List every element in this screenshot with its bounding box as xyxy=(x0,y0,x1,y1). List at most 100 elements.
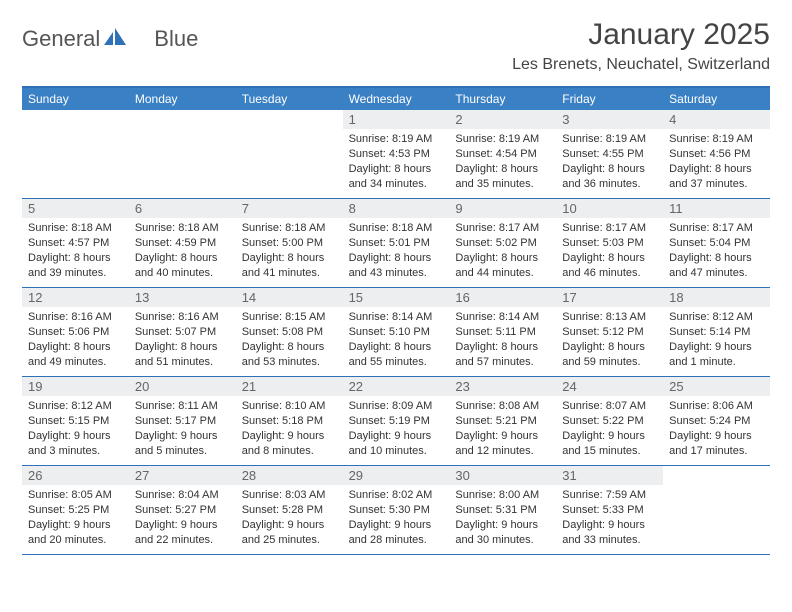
sunrise-text: Sunrise: 8:18 AM xyxy=(135,221,230,236)
day-details: Sunrise: 8:19 AMSunset: 4:54 PMDaylight:… xyxy=(449,129,556,197)
day-number: 30 xyxy=(449,466,556,485)
day-details: Sunrise: 8:19 AMSunset: 4:56 PMDaylight:… xyxy=(663,129,770,197)
dow-friday: Friday xyxy=(556,88,663,110)
sunset-text: Sunset: 4:54 PM xyxy=(455,147,550,162)
week-row: 5Sunrise: 8:18 AMSunset: 4:57 PMDaylight… xyxy=(22,199,770,288)
daylight-text: Daylight: 8 hours and 41 minutes. xyxy=(242,251,337,281)
brand-word1: General xyxy=(22,26,100,52)
sunrise-text: Sunrise: 8:05 AM xyxy=(28,488,123,503)
sunset-text: Sunset: 5:07 PM xyxy=(135,325,230,340)
day-cell: 20Sunrise: 8:11 AMSunset: 5:17 PMDayligh… xyxy=(129,377,236,465)
day-cell: 28Sunrise: 8:03 AMSunset: 5:28 PMDayligh… xyxy=(236,466,343,554)
day-cell: 8Sunrise: 8:18 AMSunset: 5:01 PMDaylight… xyxy=(343,199,450,287)
sunset-text: Sunset: 5:19 PM xyxy=(349,414,444,429)
sunrise-text: Sunrise: 8:10 AM xyxy=(242,399,337,414)
sunrise-text: Sunrise: 8:11 AM xyxy=(135,399,230,414)
sunset-text: Sunset: 5:30 PM xyxy=(349,503,444,518)
sunrise-text: Sunrise: 8:17 AM xyxy=(669,221,764,236)
day-cell xyxy=(236,110,343,198)
daylight-text: Daylight: 8 hours and 40 minutes. xyxy=(135,251,230,281)
day-cell: 26Sunrise: 8:05 AMSunset: 5:25 PMDayligh… xyxy=(22,466,129,554)
day-cell: 12Sunrise: 8:16 AMSunset: 5:06 PMDayligh… xyxy=(22,288,129,376)
day-details: Sunrise: 8:12 AMSunset: 5:15 PMDaylight:… xyxy=(22,396,129,464)
sunrise-text: Sunrise: 8:12 AM xyxy=(669,310,764,325)
day-cell xyxy=(663,466,770,554)
day-details: Sunrise: 7:59 AMSunset: 5:33 PMDaylight:… xyxy=(556,485,663,553)
sunrise-text: Sunrise: 8:00 AM xyxy=(455,488,550,503)
sunset-text: Sunset: 5:10 PM xyxy=(349,325,444,340)
sunset-text: Sunset: 5:11 PM xyxy=(455,325,550,340)
daylight-text: Daylight: 9 hours and 20 minutes. xyxy=(28,518,123,548)
sunrise-text: Sunrise: 8:08 AM xyxy=(455,399,550,414)
sunrise-text: Sunrise: 8:04 AM xyxy=(135,488,230,503)
sunset-text: Sunset: 5:00 PM xyxy=(242,236,337,251)
week-row: 1Sunrise: 8:19 AMSunset: 4:53 PMDaylight… xyxy=(22,110,770,199)
day-number: 8 xyxy=(343,199,450,218)
sunset-text: Sunset: 4:57 PM xyxy=(28,236,123,251)
sunset-text: Sunset: 5:17 PM xyxy=(135,414,230,429)
daylight-text: Daylight: 9 hours and 30 minutes. xyxy=(455,518,550,548)
page-header: General Blue January 2025 Les Brenets, N… xyxy=(22,18,770,74)
week-row: 12Sunrise: 8:16 AMSunset: 5:06 PMDayligh… xyxy=(22,288,770,377)
day-details: Sunrise: 8:18 AMSunset: 5:01 PMDaylight:… xyxy=(343,218,450,286)
day-cell: 25Sunrise: 8:06 AMSunset: 5:24 PMDayligh… xyxy=(663,377,770,465)
sunrise-text: Sunrise: 8:17 AM xyxy=(455,221,550,236)
day-cell: 9Sunrise: 8:17 AMSunset: 5:02 PMDaylight… xyxy=(449,199,556,287)
sunrise-text: Sunrise: 8:18 AM xyxy=(242,221,337,236)
daylight-text: Daylight: 8 hours and 49 minutes. xyxy=(28,340,123,370)
sunset-text: Sunset: 5:01 PM xyxy=(349,236,444,251)
sunrise-text: Sunrise: 8:18 AM xyxy=(28,221,123,236)
sunrise-text: Sunrise: 8:06 AM xyxy=(669,399,764,414)
day-cell: 3Sunrise: 8:19 AMSunset: 4:55 PMDaylight… xyxy=(556,110,663,198)
day-number xyxy=(236,110,343,114)
day-cell: 1Sunrise: 8:19 AMSunset: 4:53 PMDaylight… xyxy=(343,110,450,198)
day-details: Sunrise: 8:16 AMSunset: 5:06 PMDaylight:… xyxy=(22,307,129,375)
daylight-text: Daylight: 9 hours and 10 minutes. xyxy=(349,429,444,459)
day-number: 20 xyxy=(129,377,236,396)
day-cell: 14Sunrise: 8:15 AMSunset: 5:08 PMDayligh… xyxy=(236,288,343,376)
sunset-text: Sunset: 4:53 PM xyxy=(349,147,444,162)
calendar-page: General Blue January 2025 Les Brenets, N… xyxy=(0,0,792,573)
location-text: Les Brenets, Neuchatel, Switzerland xyxy=(512,56,770,74)
day-number: 23 xyxy=(449,377,556,396)
sunrise-text: Sunrise: 8:17 AM xyxy=(562,221,657,236)
day-number: 25 xyxy=(663,377,770,396)
day-cell: 15Sunrise: 8:14 AMSunset: 5:10 PMDayligh… xyxy=(343,288,450,376)
daylight-text: Daylight: 8 hours and 44 minutes. xyxy=(455,251,550,281)
sunset-text: Sunset: 5:31 PM xyxy=(455,503,550,518)
dow-tuesday: Tuesday xyxy=(236,88,343,110)
daylight-text: Daylight: 8 hours and 46 minutes. xyxy=(562,251,657,281)
day-details: Sunrise: 8:07 AMSunset: 5:22 PMDaylight:… xyxy=(556,396,663,464)
day-details: Sunrise: 8:10 AMSunset: 5:18 PMDaylight:… xyxy=(236,396,343,464)
daylight-text: Daylight: 8 hours and 57 minutes. xyxy=(455,340,550,370)
day-cell xyxy=(129,110,236,198)
sunrise-text: Sunrise: 8:19 AM xyxy=(455,132,550,147)
day-cell: 23Sunrise: 8:08 AMSunset: 5:21 PMDayligh… xyxy=(449,377,556,465)
week-row: 19Sunrise: 8:12 AMSunset: 5:15 PMDayligh… xyxy=(22,377,770,466)
daylight-text: Daylight: 9 hours and 12 minutes. xyxy=(455,429,550,459)
day-number: 3 xyxy=(556,110,663,129)
daylight-text: Daylight: 8 hours and 59 minutes. xyxy=(562,340,657,370)
day-cell: 18Sunrise: 8:12 AMSunset: 5:14 PMDayligh… xyxy=(663,288,770,376)
day-number: 15 xyxy=(343,288,450,307)
day-details: Sunrise: 8:18 AMSunset: 4:59 PMDaylight:… xyxy=(129,218,236,286)
daylight-text: Daylight: 8 hours and 34 minutes. xyxy=(349,162,444,192)
day-details: Sunrise: 8:11 AMSunset: 5:17 PMDaylight:… xyxy=(129,396,236,464)
day-cell: 27Sunrise: 8:04 AMSunset: 5:27 PMDayligh… xyxy=(129,466,236,554)
day-details: Sunrise: 8:00 AMSunset: 5:31 PMDaylight:… xyxy=(449,485,556,553)
sunrise-text: Sunrise: 8:16 AM xyxy=(28,310,123,325)
day-number: 12 xyxy=(22,288,129,307)
title-block: January 2025 Les Brenets, Neuchatel, Swi… xyxy=(512,18,770,74)
day-details: Sunrise: 8:18 AMSunset: 5:00 PMDaylight:… xyxy=(236,218,343,286)
day-details: Sunrise: 8:02 AMSunset: 5:30 PMDaylight:… xyxy=(343,485,450,553)
daylight-text: Daylight: 9 hours and 1 minute. xyxy=(669,340,764,370)
day-details: Sunrise: 8:09 AMSunset: 5:19 PMDaylight:… xyxy=(343,396,450,464)
day-cell: 24Sunrise: 8:07 AMSunset: 5:22 PMDayligh… xyxy=(556,377,663,465)
sunset-text: Sunset: 5:22 PM xyxy=(562,414,657,429)
day-cell: 2Sunrise: 8:19 AMSunset: 4:54 PMDaylight… xyxy=(449,110,556,198)
day-cell: 17Sunrise: 8:13 AMSunset: 5:12 PMDayligh… xyxy=(556,288,663,376)
day-number: 17 xyxy=(556,288,663,307)
brand-word2: Blue xyxy=(154,26,198,52)
day-details: Sunrise: 8:05 AMSunset: 5:25 PMDaylight:… xyxy=(22,485,129,553)
sunset-text: Sunset: 5:02 PM xyxy=(455,236,550,251)
